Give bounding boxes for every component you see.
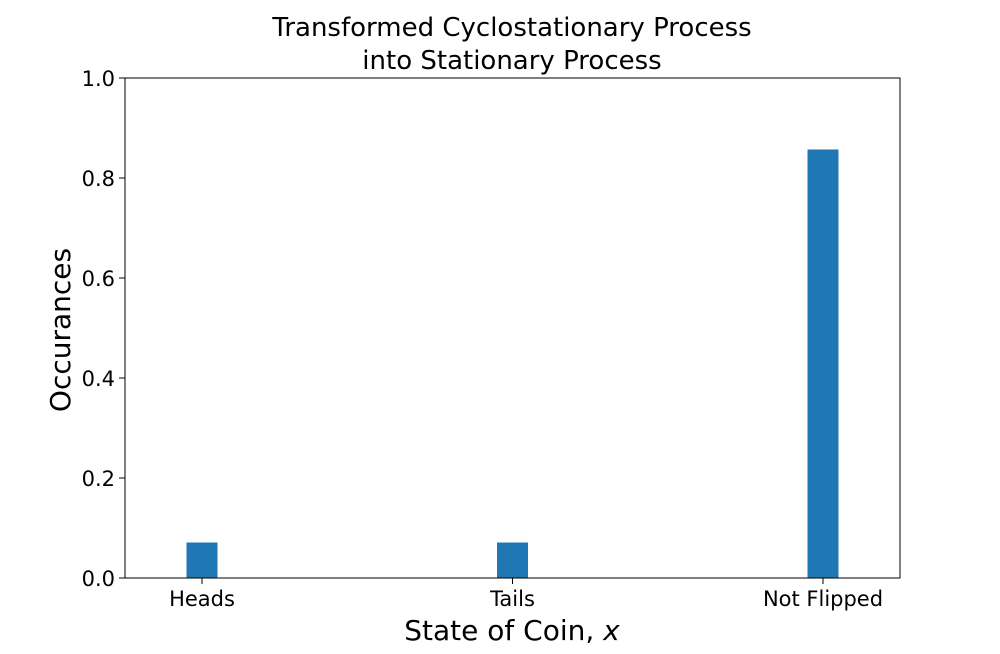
chart-title-line-1: Transformed Cyclostationary Process <box>271 13 751 43</box>
bar-not-flipped <box>807 149 839 578</box>
y-tick-label: 0.0 <box>82 567 115 591</box>
bar-heads <box>186 542 218 578</box>
chart-title-line-2: into Stationary Process <box>362 46 661 76</box>
x-axis-ticks: Heads Tails Not Flipped <box>169 578 883 611</box>
plot-frame <box>124 77 901 579</box>
bar-tails <box>497 542 528 578</box>
bars-layer <box>186 149 839 578</box>
x-tick-label: Heads <box>169 587 235 611</box>
x-axis-label: State of Coin, x <box>404 614 620 647</box>
x-axis-label-variable: x <box>602 614 620 647</box>
y-tick-label: 1.0 <box>82 67 115 91</box>
y-axis-ticks: 0.0 0.2 0.4 0.6 0.8 1.0 <box>82 67 125 591</box>
y-tick-label: 0.2 <box>82 467 115 491</box>
y-tick-label: 0.4 <box>82 367 115 391</box>
y-tick-label: 0.6 <box>82 267 115 291</box>
y-axis-label: Occurances <box>44 248 77 412</box>
x-tick-label: Tails <box>489 587 535 611</box>
y-tick-label: 0.8 <box>82 167 115 191</box>
x-axis-label-text: State of Coin, <box>404 614 603 647</box>
x-tick-label: Not Flipped <box>763 587 883 611</box>
